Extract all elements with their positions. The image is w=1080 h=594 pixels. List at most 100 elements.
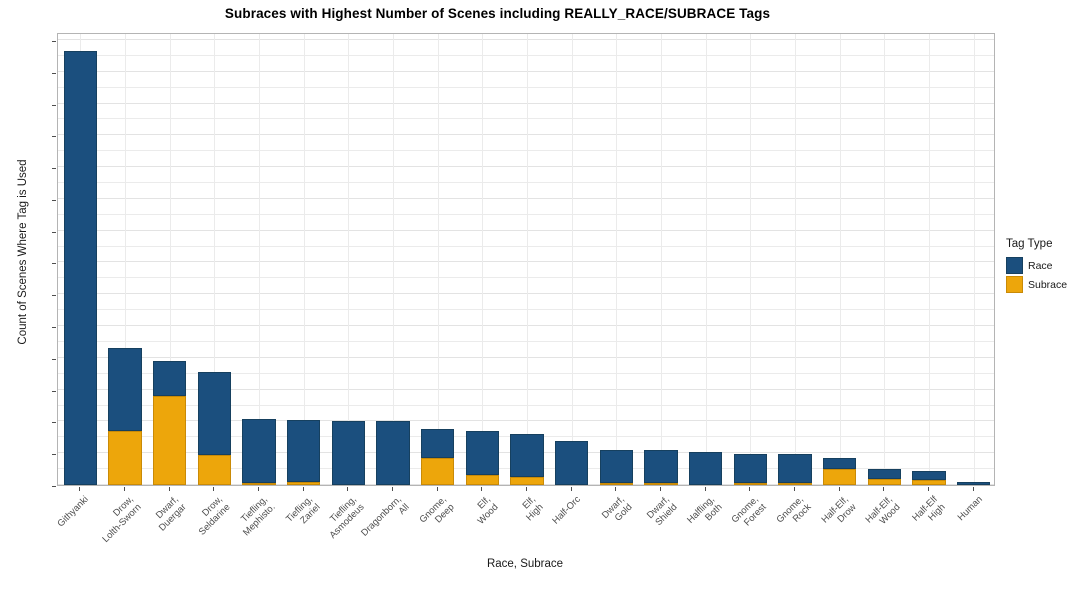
x-tick-mark (526, 487, 527, 491)
bar-segment-race[interactable] (287, 419, 321, 482)
bar-githyanki[interactable] (63, 51, 97, 485)
gridline-major (58, 229, 994, 231)
bar-drow-lolth-sworn[interactable] (108, 348, 142, 485)
x-tick-mark (169, 487, 170, 491)
bar-segment-race[interactable] (510, 434, 544, 478)
bar-segment-race[interactable] (465, 430, 499, 476)
gridline-vertical (572, 34, 573, 485)
gridline-major (58, 102, 994, 104)
bar-segment-race[interactable] (376, 421, 410, 485)
bar-segment-subrace[interactable] (599, 483, 633, 485)
bar-half-elf-wood[interactable] (867, 469, 901, 485)
gridline-major (58, 134, 994, 136)
bar-segment-subrace[interactable] (510, 477, 544, 485)
y-tick-mark (52, 486, 56, 487)
bar-segment-subrace[interactable] (153, 396, 187, 485)
y-tick-mark (52, 454, 56, 455)
bar-segment-subrace[interactable] (823, 469, 857, 485)
bar-segment-race[interactable] (421, 429, 455, 458)
legend-swatch-subrace (1006, 276, 1023, 293)
bar-segment-subrace[interactable] (242, 483, 276, 485)
gridline-major (58, 166, 994, 168)
bar-segment-race[interactable] (733, 454, 767, 483)
gridline-vertical (214, 34, 215, 485)
gridline-major (58, 261, 994, 263)
bar-drow-seldarine[interactable] (197, 372, 231, 485)
gridline-vertical (259, 34, 260, 485)
bar-segment-race[interactable] (644, 449, 678, 483)
bar-segment-subrace[interactable] (465, 475, 499, 485)
gridline-vertical (482, 34, 483, 485)
bar-segment-race[interactable] (331, 421, 365, 485)
bar-elf-high[interactable] (510, 434, 544, 485)
x-tick-mark (660, 487, 661, 491)
gridline-vertical (170, 34, 171, 485)
bar-tiefling-asmodeus[interactable] (331, 421, 365, 485)
gridline-minor (58, 277, 994, 279)
bar-segment-race[interactable] (867, 469, 901, 479)
bar-segment-race[interactable] (823, 457, 857, 470)
gridline-minor (58, 372, 994, 374)
bar-gnome-rock[interactable] (778, 454, 812, 485)
bar-gnome-forest[interactable] (733, 454, 767, 485)
bar-dwarf-duergar[interactable] (153, 361, 187, 485)
x-tick-mark (437, 487, 438, 491)
bar-dragonborn-all[interactable] (376, 421, 410, 485)
bar-segment-race[interactable] (197, 372, 231, 455)
gridline-vertical (438, 34, 439, 485)
gridline-vertical (527, 34, 528, 485)
legend-swatch-race (1006, 257, 1023, 274)
gridline-major (58, 70, 994, 72)
bar-segment-subrace[interactable] (733, 483, 767, 485)
bar-segment-race[interactable] (599, 449, 633, 483)
bar-dwarf-shield[interactable] (644, 449, 678, 485)
gridline-minor (58, 86, 994, 88)
y-tick-mark (52, 263, 56, 264)
gridline-vertical (974, 34, 975, 485)
bar-segment-race[interactable] (957, 481, 991, 485)
bar-segment-race[interactable] (63, 51, 97, 485)
bar-half-elf-high[interactable] (912, 470, 946, 485)
bar-segment-race[interactable] (778, 454, 812, 483)
gridline-major (58, 325, 994, 327)
bar-segment-subrace[interactable] (287, 481, 321, 485)
legend-label-race: Race (1028, 259, 1053, 272)
bar-segment-race[interactable] (242, 419, 276, 483)
bar-segment-subrace[interactable] (912, 480, 946, 485)
bar-segment-subrace[interactable] (867, 478, 901, 485)
bar-elf-wood[interactable] (465, 430, 499, 485)
legend-item-race: Race (1006, 257, 1067, 274)
bar-segment-race[interactable] (689, 451, 723, 485)
x-tick-mark (973, 487, 974, 491)
x-tick-mark (392, 487, 393, 491)
bar-halfling-both[interactable] (689, 451, 723, 485)
y-tick-mark (52, 41, 56, 42)
x-tick-mark (883, 487, 884, 491)
chart-container: Subraces with Highest Number of Scenes i… (17, 6, 1067, 570)
bar-segment-subrace[interactable] (197, 454, 231, 485)
y-tick-mark (52, 200, 56, 201)
bar-segment-race[interactable] (153, 361, 187, 396)
bar-human[interactable] (957, 481, 991, 485)
bar-half-orc[interactable] (555, 440, 589, 485)
gridline-minor (58, 340, 994, 342)
gridline-vertical (125, 34, 126, 485)
bar-gnome-deep[interactable] (421, 429, 455, 485)
bar-segment-subrace[interactable] (108, 430, 142, 485)
legend: Tag Type Race Subrace (1006, 238, 1067, 295)
bar-segment-subrace[interactable] (421, 457, 455, 485)
bar-segment-subrace[interactable] (644, 483, 678, 485)
bar-segment-race[interactable] (912, 470, 946, 481)
bar-tiefling-mephisto[interactable] (242, 419, 276, 485)
gridline-vertical (616, 34, 617, 485)
gridline-major (58, 356, 994, 358)
bar-segment-race[interactable] (108, 348, 142, 431)
x-axis-title: Race, Subrace (486, 558, 564, 570)
x-tick-mark (749, 487, 750, 491)
bar-dwarf-gold[interactable] (599, 449, 633, 485)
bar-segment-race[interactable] (555, 440, 589, 485)
bar-segment-subrace[interactable] (778, 483, 812, 485)
y-tick-mark (52, 73, 56, 74)
bar-half-elf-drow[interactable] (823, 457, 857, 485)
bar-tiefling-zariel[interactable] (287, 419, 321, 485)
